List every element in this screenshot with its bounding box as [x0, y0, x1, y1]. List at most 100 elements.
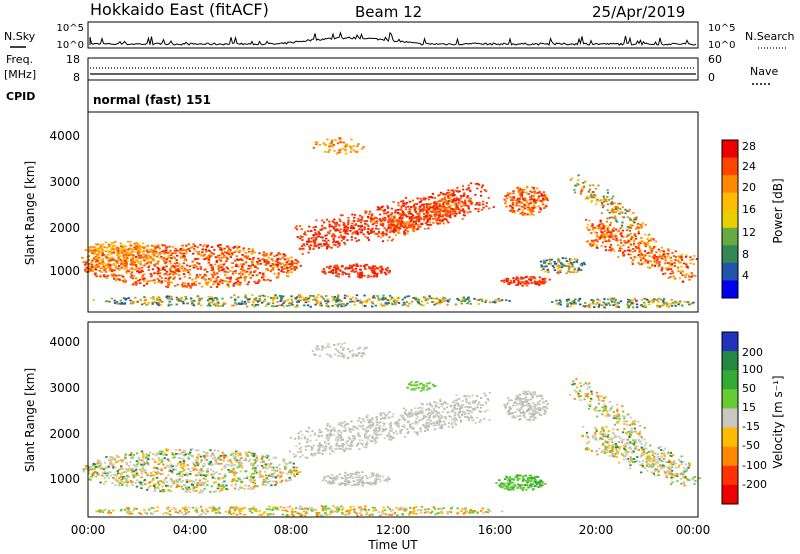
power-cell	[345, 273, 348, 275]
velocity-cell	[179, 481, 182, 484]
velocity-cell	[152, 453, 155, 456]
power-cell	[539, 208, 543, 211]
power-cell	[602, 241, 605, 244]
power-cell	[668, 263, 672, 266]
velocity-cell	[220, 485, 223, 488]
power-cell	[494, 301, 497, 304]
power-cell	[366, 276, 370, 279]
velocity-cell	[218, 485, 221, 487]
power-cell	[599, 229, 602, 232]
power-cell	[386, 239, 389, 242]
power-cell	[589, 195, 592, 197]
power-cell	[354, 214, 357, 216]
power-cell	[128, 247, 132, 250]
velocity-cell	[188, 488, 192, 490]
power-cell	[466, 196, 469, 199]
power-cell	[114, 266, 118, 269]
power-cell	[615, 211, 618, 213]
power-cell	[466, 195, 470, 197]
power-cell	[251, 264, 255, 267]
power-cell	[90, 267, 94, 270]
power-cell	[539, 281, 542, 283]
power-cell	[153, 254, 156, 257]
power-cell	[257, 257, 260, 260]
power-cell	[123, 281, 127, 284]
power-cell	[369, 275, 372, 278]
power-cell	[211, 268, 214, 270]
power-cell	[480, 298, 484, 301]
velocity-cell	[199, 484, 202, 487]
power-cell	[654, 263, 657, 266]
power-cell	[340, 305, 343, 308]
power-cell	[213, 263, 217, 266]
velocity-cell	[218, 490, 222, 492]
power-cell	[425, 298, 428, 301]
power-cell	[199, 253, 202, 256]
power-cell	[249, 277, 252, 279]
power-cell	[170, 303, 173, 306]
power-cell	[422, 203, 426, 206]
power-cell	[531, 197, 534, 200]
power-cell	[350, 238, 353, 241]
power-cell	[611, 229, 614, 231]
power-cell	[417, 302, 421, 305]
power-cell	[450, 204, 453, 207]
power-cell	[392, 201, 395, 203]
power-cell	[134, 281, 137, 284]
power-cell	[312, 236, 315, 239]
power-cell	[423, 218, 426, 221]
velocity-cell	[181, 451, 184, 454]
power-cell	[661, 266, 664, 269]
power-cell	[553, 261, 556, 263]
power-cell	[265, 252, 269, 255]
power-cell	[430, 215, 433, 218]
power-cell	[299, 265, 302, 267]
power-cell	[447, 202, 450, 205]
power-cell	[241, 273, 245, 275]
power-cell	[532, 207, 535, 210]
power-cell	[680, 256, 683, 259]
power-cell	[452, 200, 455, 203]
power-cell	[419, 223, 422, 225]
power-ytick-3000: 3000	[49, 175, 80, 189]
power-cell	[117, 274, 121, 277]
power-cell	[261, 294, 264, 297]
velocity-cell	[223, 473, 227, 476]
power-cell	[646, 244, 649, 246]
power-cell	[592, 299, 595, 302]
power-cell	[312, 146, 316, 149]
power-cell	[337, 300, 340, 303]
power-cell	[573, 267, 577, 270]
power-cell	[453, 197, 456, 200]
power-cell	[380, 265, 383, 268]
power-cell	[253, 265, 257, 268]
power-cell	[438, 222, 441, 225]
power-cell	[121, 280, 125, 282]
cpid-label: CPID	[6, 90, 35, 103]
power-cell	[370, 230, 373, 233]
power-cell	[412, 206, 415, 209]
power-cell	[614, 217, 617, 220]
power-cell	[336, 305, 340, 308]
power-cell	[246, 283, 249, 286]
velocity-cell	[427, 408, 430, 411]
power-cell	[108, 266, 111, 268]
power-cell	[335, 223, 339, 225]
velocity-cell	[199, 455, 203, 458]
power-cell	[318, 247, 321, 249]
power-cell	[456, 198, 459, 201]
velocity-cell	[206, 455, 209, 457]
power-cell	[441, 297, 444, 300]
power-cell	[521, 209, 525, 212]
power-cell	[420, 300, 424, 303]
velocity-cell	[186, 456, 190, 459]
power-cell	[343, 228, 346, 231]
velocity-cell	[237, 454, 240, 457]
velocity-cell	[217, 477, 220, 479]
power-cell	[522, 203, 526, 206]
power-cell	[89, 250, 93, 253]
power-cell	[690, 272, 693, 274]
power-cell	[431, 193, 434, 195]
velocity-cell	[203, 456, 206, 459]
power-cell	[359, 269, 362, 271]
